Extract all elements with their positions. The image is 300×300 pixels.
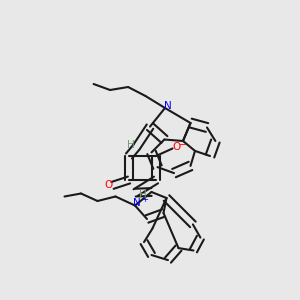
Text: O: O <box>172 142 180 152</box>
Text: N: N <box>133 197 140 208</box>
Text: O: O <box>105 180 113 190</box>
Text: N: N <box>164 100 171 111</box>
Text: −: − <box>179 140 187 150</box>
Text: +: + <box>141 195 148 204</box>
Text: H: H <box>139 190 147 200</box>
Text: H: H <box>127 140 134 150</box>
